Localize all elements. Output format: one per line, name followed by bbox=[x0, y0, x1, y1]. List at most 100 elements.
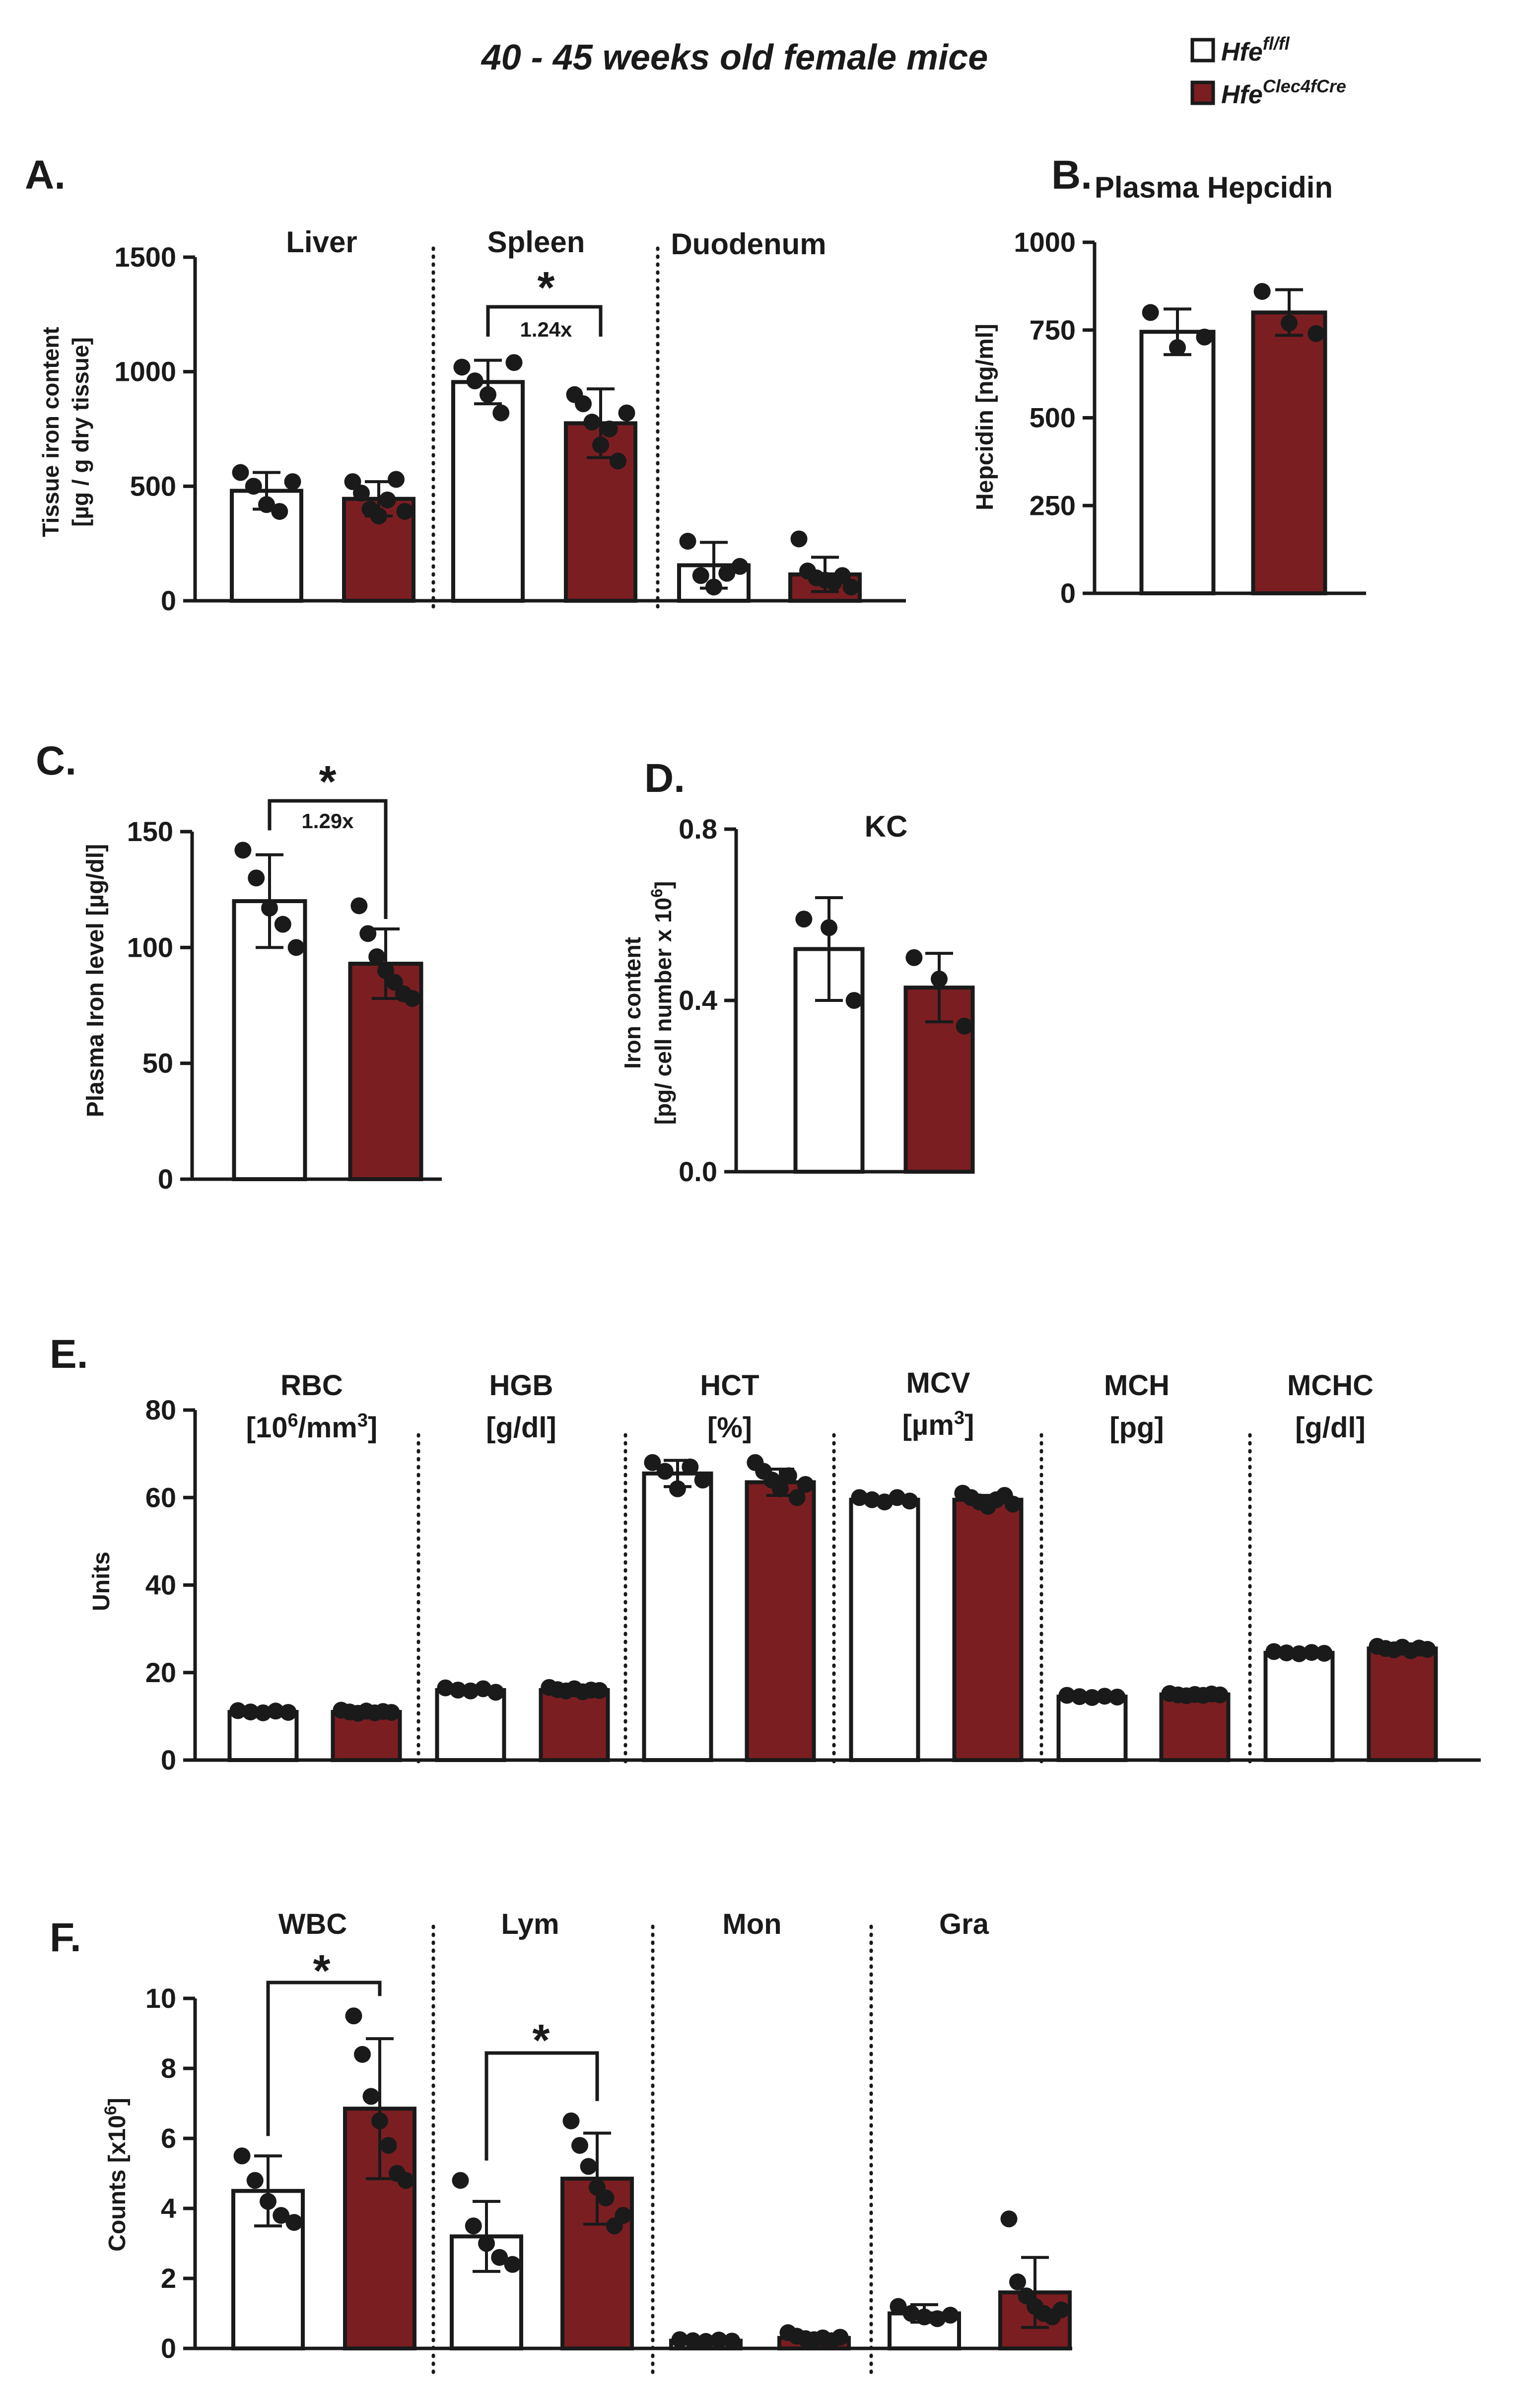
panel-e-data-point bbox=[851, 1489, 868, 1506]
panel-e-ytick-label: 0 bbox=[161, 1744, 176, 1775]
panel-a-data-point bbox=[258, 496, 275, 513]
panel-e-header-mchc: MCHC bbox=[1287, 1369, 1374, 1402]
panel-b-bar bbox=[1139, 330, 1216, 595]
panel-c-data-point bbox=[261, 900, 278, 917]
panel-f-data-point bbox=[580, 2158, 597, 2175]
panel-e-data-point bbox=[229, 1702, 247, 1719]
panel-e-unit-mcv: [µm3] bbox=[902, 1408, 974, 1441]
panel-letter-e: E. bbox=[50, 1332, 88, 1377]
panel-a-data-point bbox=[344, 473, 361, 491]
panel-f-data-point bbox=[684, 2332, 701, 2349]
panel-e-header-hgb: HGB bbox=[489, 1369, 553, 1402]
panel-e-data-point bbox=[1084, 1689, 1101, 1706]
panel-c-sig-fold: 1.29x bbox=[301, 809, 354, 833]
panel-a-data-point bbox=[834, 567, 851, 584]
panel-a-ytick-label: 0 bbox=[161, 585, 176, 616]
panel-a-data-point bbox=[370, 507, 387, 525]
panel-e-unit-hgb: [g/dl] bbox=[486, 1412, 556, 1444]
panel-c-ytick-label: 100 bbox=[127, 931, 173, 963]
panel-d-data-point bbox=[931, 970, 948, 988]
panel-c-ytick-label: 50 bbox=[142, 1048, 173, 1079]
panel-c-ytick-label: 150 bbox=[127, 816, 173, 847]
panel-c-data-point bbox=[350, 897, 368, 915]
panel-e-data-point bbox=[591, 1682, 608, 1699]
legend-label-control: Hfefl/fl bbox=[1221, 33, 1290, 67]
panel-e-bar bbox=[1056, 1695, 1128, 1762]
panel-b-title: Plasma Hepcidin bbox=[1095, 171, 1333, 204]
panel-e-bar bbox=[1367, 1646, 1438, 1762]
panel-letter-b: B. bbox=[1051, 152, 1092, 198]
legend-swatch-control bbox=[1190, 38, 1215, 63]
panel-c-data-point bbox=[404, 990, 421, 1007]
panel-c-ylabel: Plasma Iron level [µg/dl] bbox=[82, 844, 109, 1117]
panel-a-data-point bbox=[388, 471, 405, 488]
panel-e-data-point bbox=[1303, 1644, 1320, 1661]
panel-a-data-point bbox=[466, 372, 483, 390]
panel-e-header-hct: HCT bbox=[700, 1369, 759, 1402]
panel-f-data-point bbox=[890, 2298, 907, 2315]
panel-a-ytick-label: 1000 bbox=[114, 356, 176, 387]
panel-a-ylabel-line2: [µg / g dry tissue] bbox=[68, 337, 93, 527]
panel-a-data-point bbox=[610, 452, 626, 470]
panel-f-significance-bracket bbox=[484, 2051, 599, 2161]
panel-e-ylabel: Units bbox=[88, 1552, 115, 1611]
panel-a-sig-star: * bbox=[537, 263, 554, 313]
panel-f-data-point bbox=[929, 2310, 946, 2328]
panel-a-group-liver: Liver bbox=[286, 225, 357, 259]
panel-e-bar bbox=[642, 1471, 713, 1762]
panel-d-ylabel-line2: [pg/ cell number x 106] bbox=[648, 881, 676, 1125]
panel-a-data-point bbox=[575, 395, 592, 413]
panel-f-data-point bbox=[916, 2308, 933, 2326]
panel-b-ytick-label: 0 bbox=[1060, 577, 1076, 609]
panel-a-data-point bbox=[353, 485, 370, 502]
panel-d-ytick-label: 0.4 bbox=[679, 985, 717, 1016]
panel-e-data-point bbox=[1058, 1687, 1076, 1704]
panel-a-data-point bbox=[379, 492, 396, 509]
panel-f-ytick-label: 4 bbox=[161, 2193, 176, 2224]
panel-e-data-point bbox=[1265, 1643, 1283, 1660]
panel-d-ylabel-line1: Iron content bbox=[620, 937, 645, 1069]
panel-f-data-point bbox=[902, 2305, 920, 2322]
panel-a-data-point bbox=[245, 478, 262, 495]
panel-b-data-point bbox=[1169, 339, 1186, 356]
panel-e-data-point bbox=[1315, 1644, 1333, 1662]
panel-f-data-point bbox=[371, 2112, 388, 2129]
panel-f-ytick-label: 6 bbox=[161, 2123, 176, 2154]
panel-e-header-mcv: MCV bbox=[906, 1367, 970, 1399]
panel-a-data-point bbox=[842, 578, 860, 596]
panel-e-data-point bbox=[1071, 1688, 1088, 1705]
panel-f-data-point bbox=[710, 2332, 728, 2349]
panel-f-data-point bbox=[380, 2137, 397, 2154]
panel-b-ylabel: Hepcidin [ng/ml] bbox=[972, 324, 998, 510]
panel-f-data-point bbox=[942, 2307, 959, 2324]
panel-b-ytick-label: 500 bbox=[1030, 402, 1076, 433]
panel-d-data-point bbox=[821, 919, 837, 936]
panel-f-data-point bbox=[1052, 2301, 1070, 2319]
panel-c-data-point bbox=[368, 948, 386, 965]
panel-d-data-point bbox=[956, 1017, 973, 1035]
panel-e-data-point bbox=[772, 1480, 789, 1497]
panel-a-data-point bbox=[480, 386, 496, 403]
panel-e-bar bbox=[331, 1710, 402, 1762]
panel-c-significance-bracket bbox=[268, 799, 388, 919]
panel-e-bar bbox=[435, 1688, 506, 1762]
panel-f-data-point bbox=[562, 2112, 580, 2129]
panel-c-sig-star: * bbox=[319, 757, 336, 807]
panel-e-data-point bbox=[279, 1703, 297, 1721]
panel-a-sig-fold: 1.24x bbox=[520, 318, 572, 341]
panel-e-unit-hct: [%] bbox=[707, 1412, 752, 1444]
panel-f-data-point bbox=[504, 2256, 521, 2273]
panel-f-ytick-label: 2 bbox=[161, 2263, 176, 2294]
panel-f-data-point bbox=[1009, 2273, 1026, 2291]
panel-f-data-point bbox=[354, 2046, 371, 2063]
panel-e-data-point bbox=[449, 1682, 467, 1699]
legend: Hfefl/fl HfeClec4fCre bbox=[1190, 33, 1346, 109]
panel-a-data-point bbox=[284, 473, 301, 491]
panel-a-group-spleen: Spleen bbox=[487, 225, 585, 259]
panel-c-data-point bbox=[359, 925, 377, 942]
panel-f-group-mon: Mon bbox=[722, 1908, 781, 1940]
panel-f-group-lym: Lym bbox=[501, 1908, 559, 1940]
panel-a-data-point bbox=[583, 414, 601, 431]
panel-a-data-point bbox=[731, 558, 749, 575]
